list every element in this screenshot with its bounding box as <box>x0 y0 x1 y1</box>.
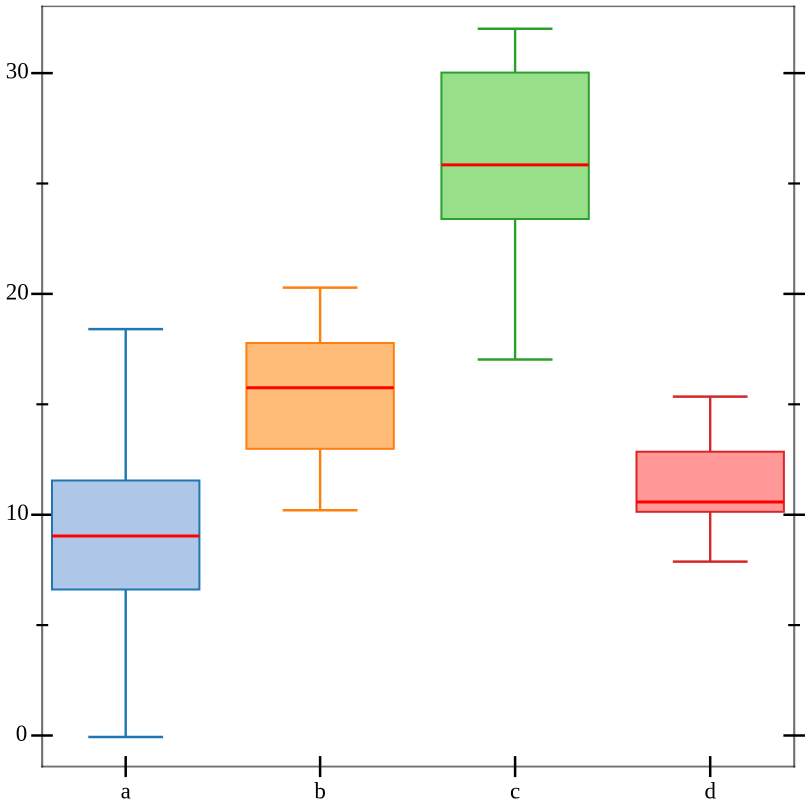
svg-text:30: 30 <box>6 59 29 84</box>
svg-text:0: 0 <box>16 721 28 746</box>
svg-text:20: 20 <box>6 279 29 304</box>
svg-text:10: 10 <box>6 500 29 525</box>
svg-text:a: a <box>121 778 131 803</box>
svg-text:c: c <box>510 778 520 803</box>
svg-text:d: d <box>704 778 716 803</box>
svg-text:b: b <box>314 778 326 803</box>
